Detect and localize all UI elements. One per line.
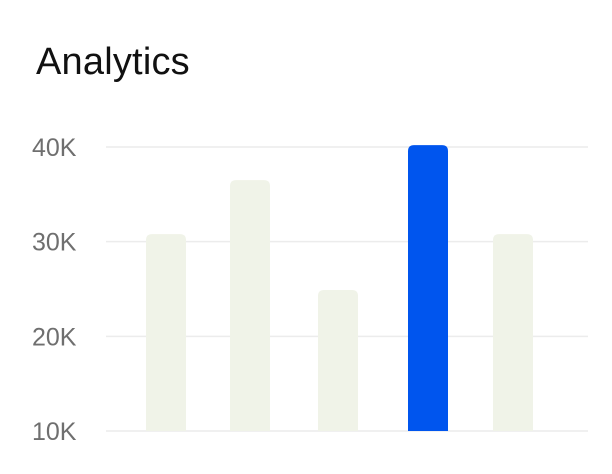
y-axis-labels: 40K 30K 20K 10K (32, 134, 77, 446)
y-tick-label: 40K (32, 134, 77, 162)
bar-layer (146, 145, 533, 431)
bar[interactable] (318, 289, 358, 431)
card-title: Analytics (36, 41, 190, 83)
bar[interactable] (230, 180, 270, 431)
y-tick-label: 10K (32, 418, 77, 446)
y-tick-label: 20K (32, 323, 77, 351)
y-tick-label: 30K (32, 229, 77, 257)
bar-highlighted[interactable] (408, 145, 448, 431)
bar[interactable] (146, 234, 186, 431)
bar[interactable] (493, 234, 533, 431)
